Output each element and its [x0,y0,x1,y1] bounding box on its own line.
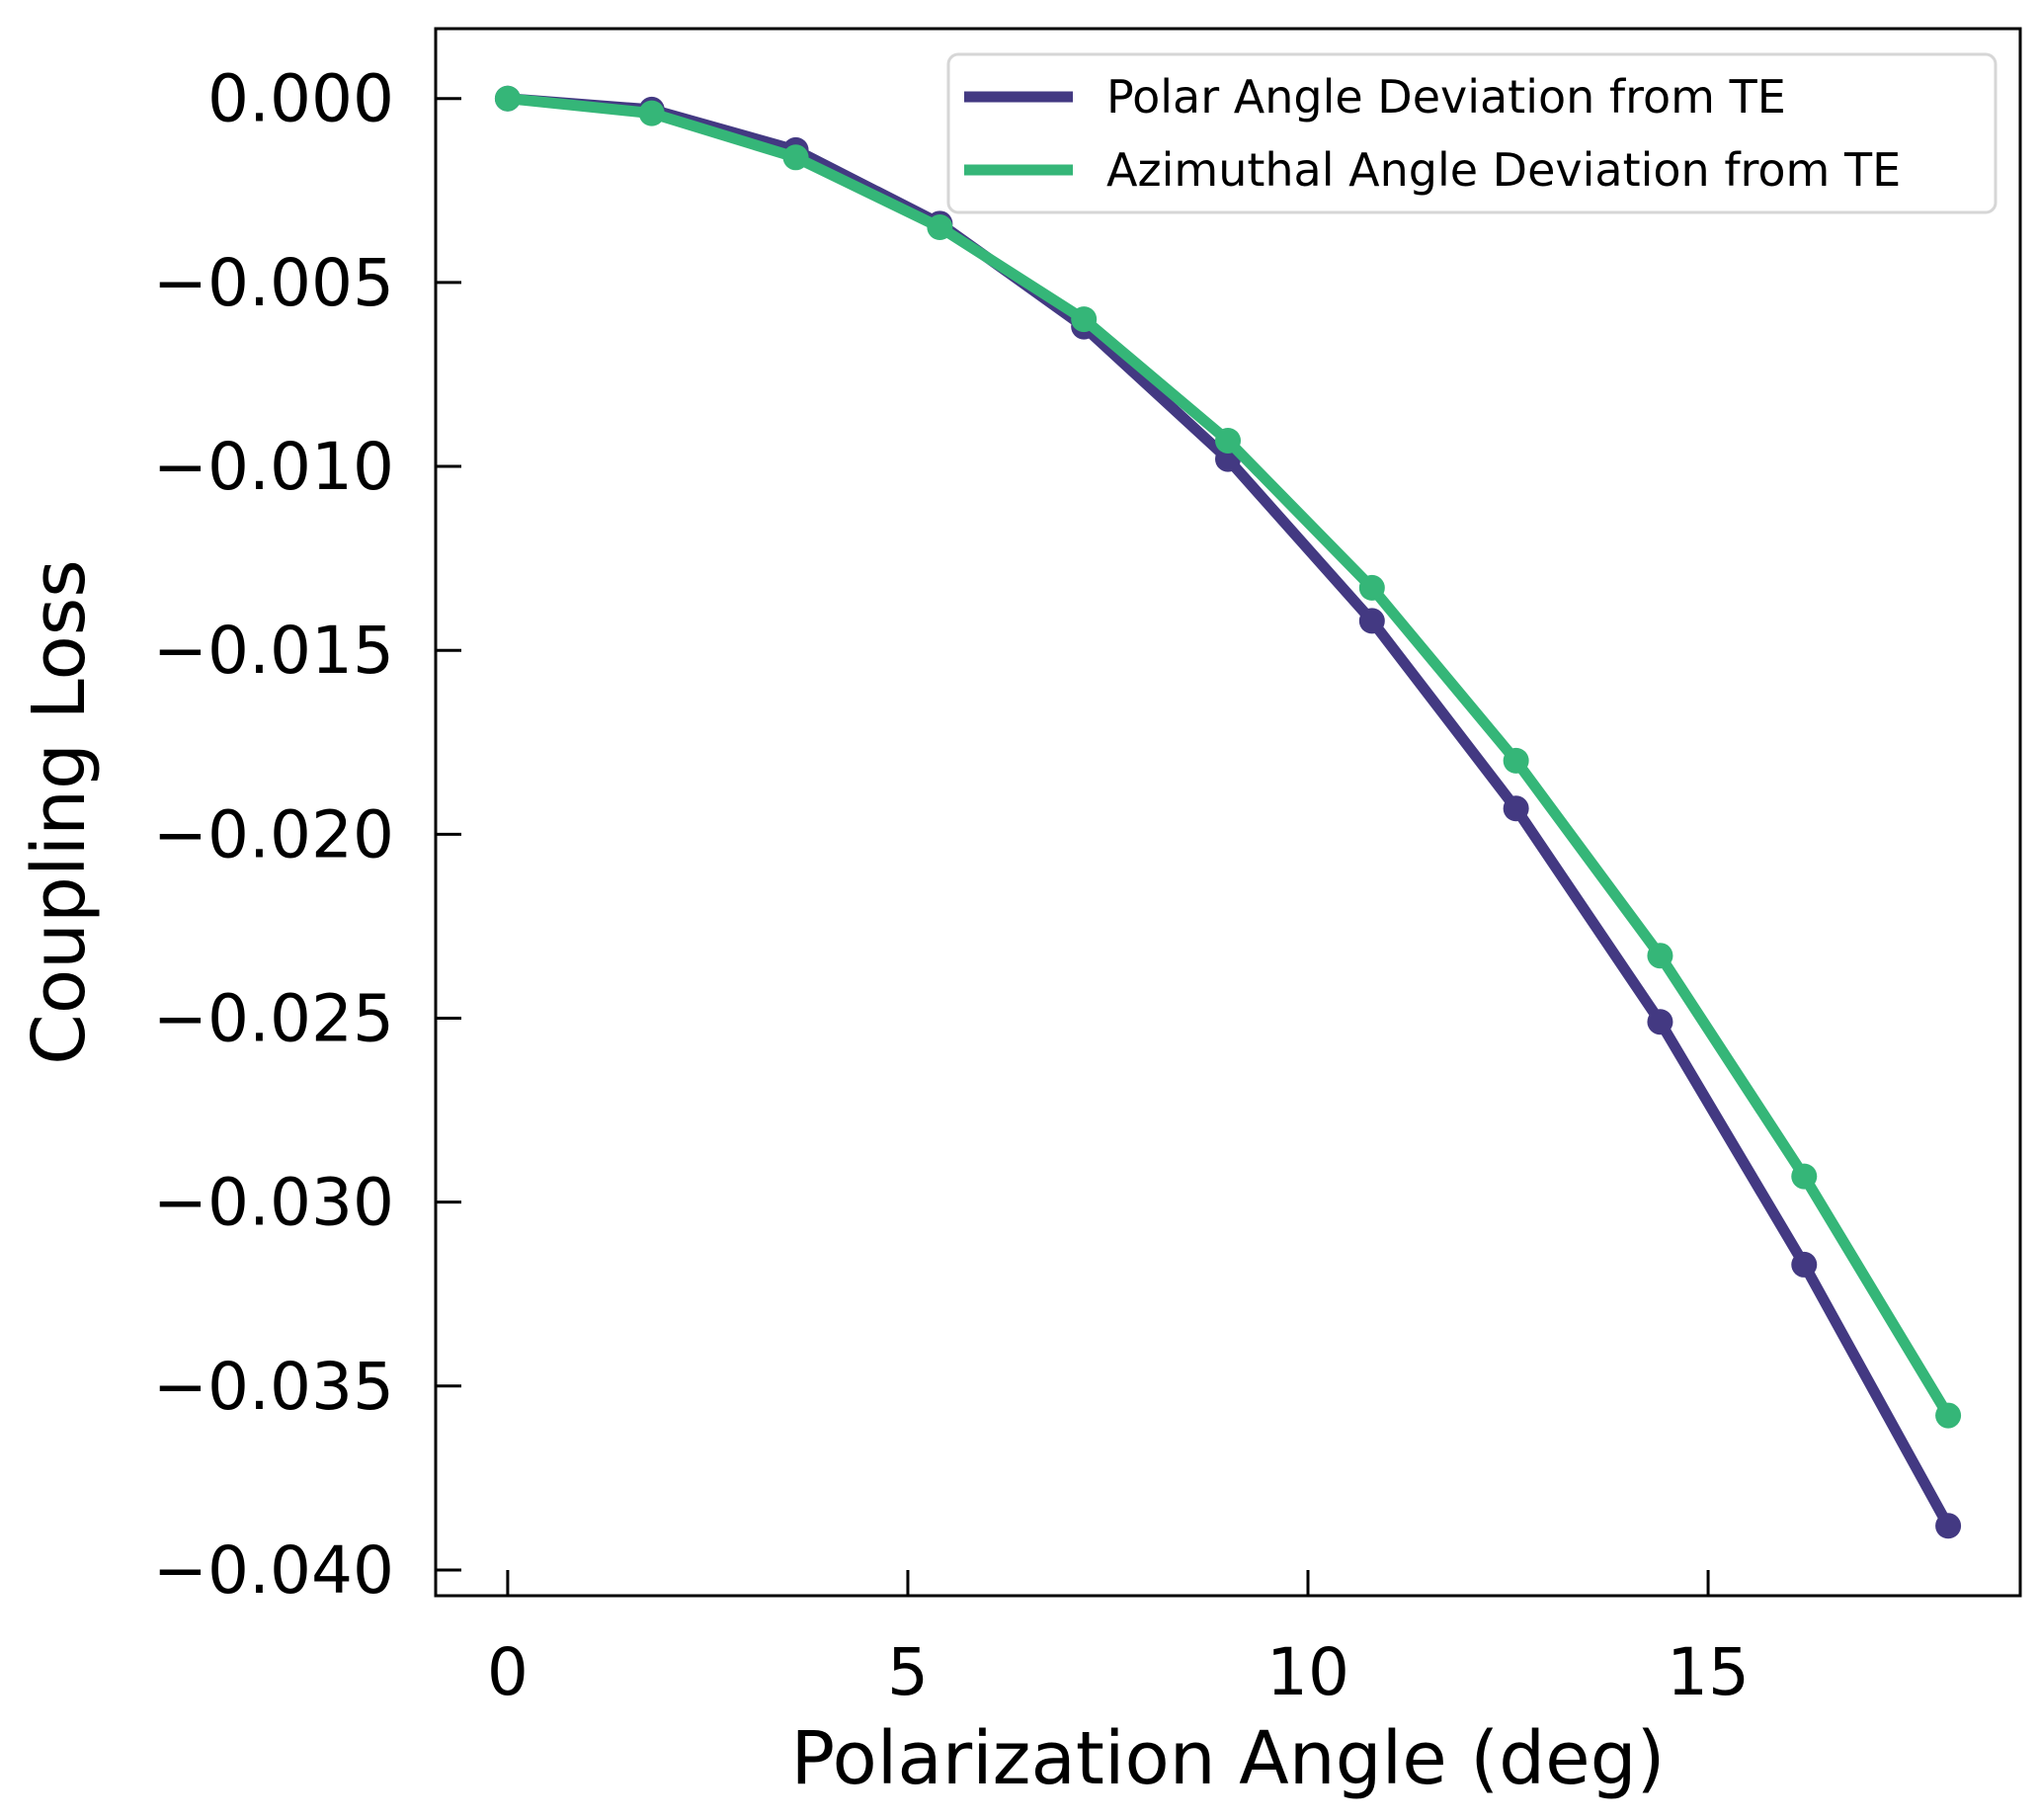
legend-label-2: Azimuthal Angle Deviation from TE [1106,143,1901,197]
plot-frame [434,27,2022,1598]
series-layer [494,85,1962,1539]
y-tick-label: −0.020 [153,796,394,872]
x-tick-label: 10 [1266,1634,1349,1710]
series-2-point [494,85,521,112]
series-1-point [1503,795,1529,822]
y-tick-label: −0.010 [153,429,394,505]
y-tick-label: −0.015 [153,613,394,689]
y-tick-label: −0.030 [153,1165,394,1241]
series-2-point [1358,574,1385,601]
legend-box [946,52,1998,214]
series-2-point [1791,1163,1818,1190]
series-2-point [1935,1402,1962,1429]
series-2-point [1647,943,1673,969]
series-1-point [1791,1251,1818,1278]
y-tick-label: 0.000 [207,61,394,137]
series-1-point [1358,608,1385,634]
legend-label-1: Polar Angle Deviation from TE [1106,70,1786,124]
series-2-point [1503,747,1529,774]
legend: Polar Angle Deviation from TE Azimuthal A… [946,52,1998,214]
y-axis-label: Coupling Loss [17,559,102,1065]
series-2-point [638,100,665,126]
series-1-point [1647,1009,1673,1035]
x-tick-label: 5 [887,1634,929,1710]
series-2-point [927,214,953,241]
y-tick-label: −0.035 [153,1349,394,1425]
y-tick-label: −0.005 [153,245,394,321]
x-tick-label: 0 [487,1634,529,1710]
series-2-point [782,144,809,171]
x-tick-label: 15 [1667,1634,1750,1710]
series-2-point [1071,306,1098,333]
y-tick-label: −0.025 [153,980,394,1056]
x-axis-label: Polarization Angle (deg) [791,1716,1666,1801]
series-1-point [1935,1513,1962,1539]
ticks-layer: 0 5 10 15 0.000 −0.005 −0.010 −0.015 −0.020 −0.02… [153,61,1750,1710]
series-2 [494,85,1962,1429]
y-tick-label: −0.040 [153,1532,394,1609]
series-2-point [1215,427,1241,454]
